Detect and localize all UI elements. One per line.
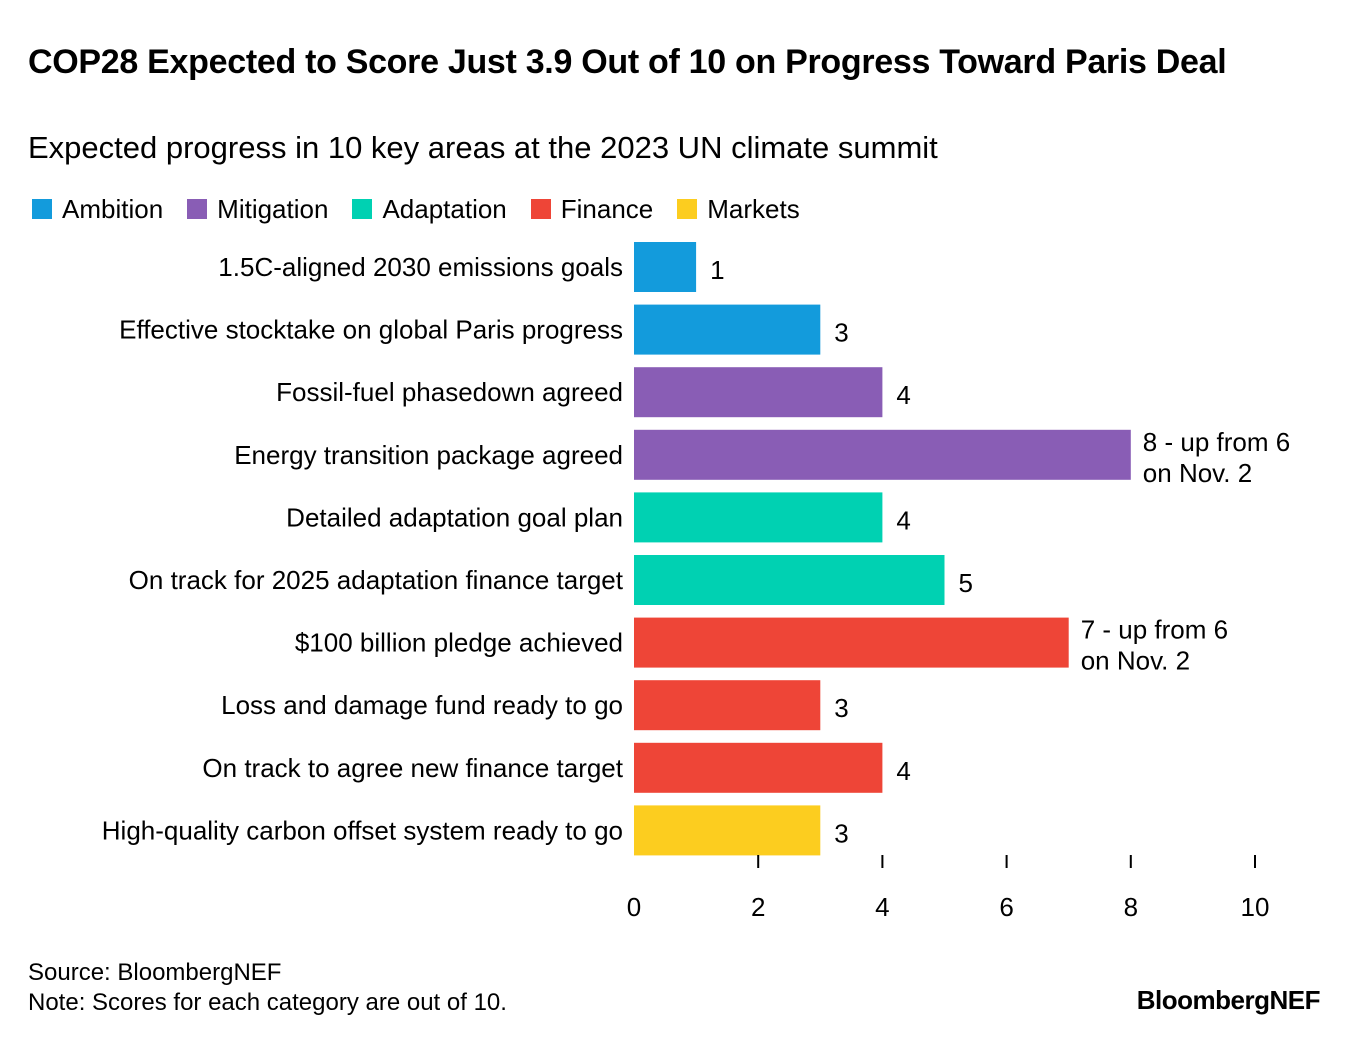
data-label: on Nov. 2 bbox=[1143, 458, 1252, 488]
legend-item-finance: Finance bbox=[530, 193, 654, 225]
data-label: 3 bbox=[834, 693, 848, 723]
chart-title: COP28 Expected to Score Just 3.9 Out of … bbox=[28, 43, 1227, 81]
data-label: 8 - up from 6 bbox=[1143, 427, 1290, 457]
legend-swatch-adaptation bbox=[352, 199, 373, 219]
chart-subtitle: Expected progress in 10 key areas at the… bbox=[28, 130, 938, 165]
footer: Source: BloombergNEF Note: Scores for ea… bbox=[28, 958, 507, 1018]
legend-item-mitigation: Mitigation bbox=[187, 194, 328, 225]
bar bbox=[634, 492, 883, 543]
x-tick-label: 10 bbox=[1241, 892, 1270, 922]
category-label: Detailed adaptation goal plan bbox=[286, 502, 623, 532]
x-tick-label: 0 bbox=[627, 892, 641, 922]
category-label: $100 billion pledge achieved bbox=[295, 628, 623, 658]
category-label: Energy transition package agreed bbox=[234, 440, 623, 470]
x-tick-label: 2 bbox=[751, 892, 765, 922]
brand-logo: BloombergNEF bbox=[1136, 985, 1321, 1015]
x-tick-label: 4 bbox=[875, 892, 889, 922]
legend-label-ambition: Ambition bbox=[62, 193, 164, 224]
legend-swatch-mitigation bbox=[187, 199, 208, 219]
data-label: 4 bbox=[896, 505, 910, 535]
bar bbox=[634, 304, 821, 355]
legend-swatch-markets bbox=[677, 199, 698, 219]
category-label: Loss and damage fund ready to go bbox=[221, 690, 623, 720]
bar bbox=[634, 805, 821, 856]
scoring-note: Note: Scores for each category are out o… bbox=[28, 989, 507, 1016]
legend-swatch-ambition bbox=[32, 199, 52, 219]
category-label: Effective stocktake on global Paris prog… bbox=[119, 315, 623, 345]
data-label: 7 - up from 6 bbox=[1081, 615, 1228, 645]
data-label: 4 bbox=[896, 380, 910, 410]
bar bbox=[634, 429, 1131, 480]
data-label: 5 bbox=[959, 568, 973, 598]
legend-label-adaptation: Adaptation bbox=[382, 193, 507, 224]
category-label: On track to agree new finance target bbox=[202, 753, 623, 783]
bar bbox=[634, 617, 1069, 668]
category-label: On track for 2025 adaptation finance tar… bbox=[129, 565, 624, 595]
legend: Ambition Mitigation Adaptation Finance M… bbox=[32, 192, 824, 226]
legend-item-adaptation: Adaptation bbox=[352, 193, 507, 225]
bar bbox=[634, 367, 883, 418]
legend-item-markets: Markets bbox=[677, 193, 800, 225]
data-label: 3 bbox=[834, 818, 848, 848]
legend-label-mitigation: Mitigation bbox=[217, 193, 329, 224]
category-label: Fossil-fuel phasedown agreed bbox=[276, 377, 623, 407]
source-note: Source: BloombergNEF bbox=[28, 959, 282, 986]
category-label: 1.5C-aligned 2030 emissions goals bbox=[218, 252, 623, 282]
x-tick-label: 8 bbox=[1124, 892, 1138, 922]
category-label: High-quality carbon offset system ready … bbox=[102, 815, 623, 845]
legend-swatch-finance bbox=[530, 199, 551, 219]
legend-item-ambition: Ambition bbox=[32, 194, 163, 225]
data-label: 3 bbox=[834, 318, 848, 348]
bar bbox=[634, 742, 883, 793]
data-label: on Nov. 2 bbox=[1081, 646, 1190, 676]
bar bbox=[634, 242, 697, 292]
bar-chart: 1.5C-aligned 2030 emissions goals 1 Effect… bbox=[102, 242, 1290, 922]
bar bbox=[634, 680, 821, 731]
legend-label-finance: Finance bbox=[560, 193, 654, 224]
legend-label-markets: Markets bbox=[707, 193, 800, 224]
x-tick-label: 6 bbox=[999, 892, 1013, 922]
data-label: 1 bbox=[710, 255, 724, 285]
bar bbox=[634, 555, 945, 605]
data-label: 4 bbox=[896, 756, 910, 786]
